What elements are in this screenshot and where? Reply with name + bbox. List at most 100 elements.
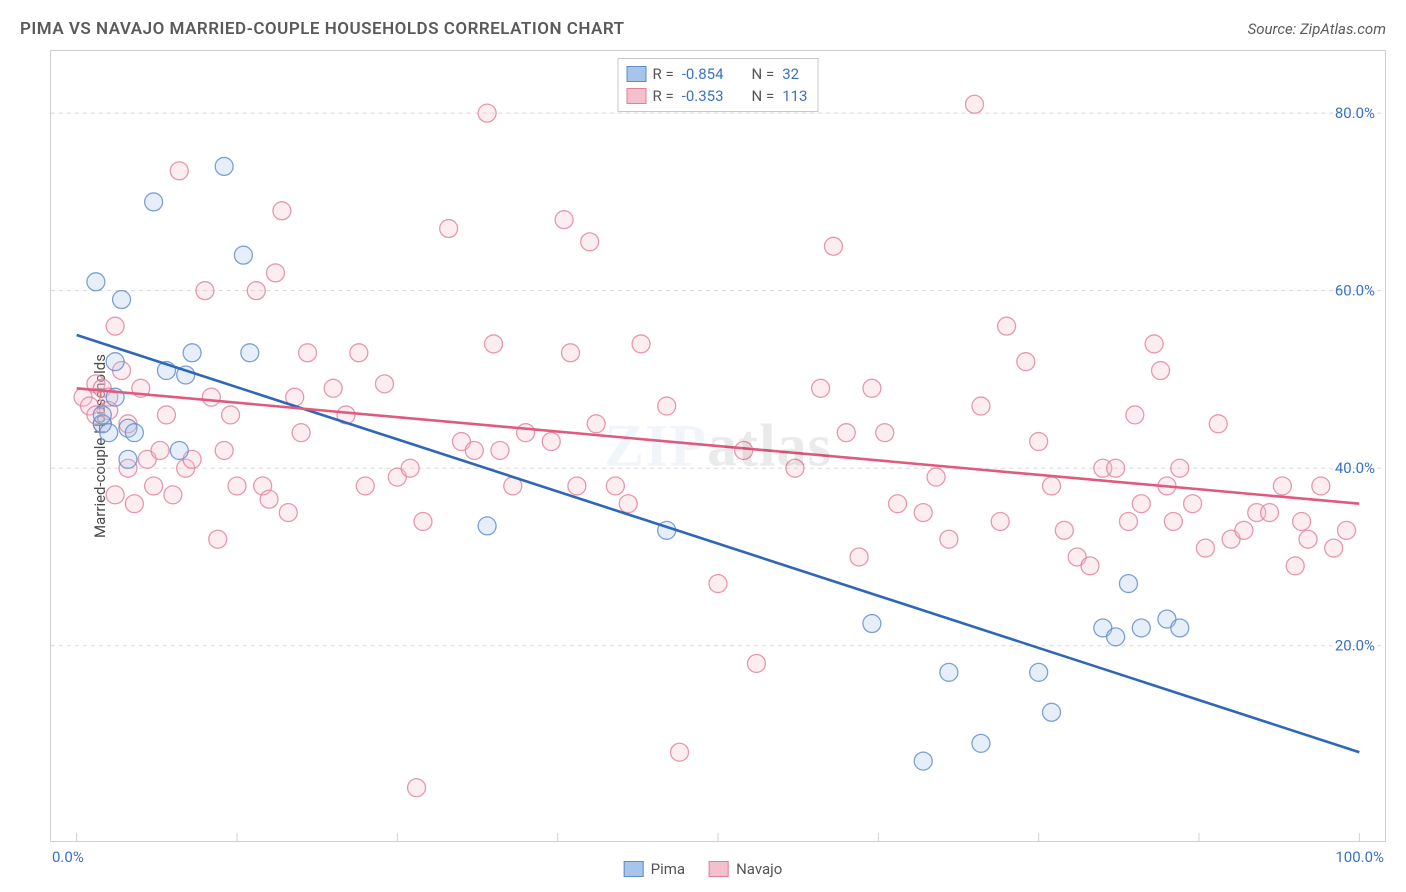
- scatter-point: [234, 246, 252, 264]
- scatter-point: [632, 335, 650, 353]
- scatter-point: [1171, 619, 1189, 637]
- scatter-point: [1152, 362, 1170, 380]
- scatter-point: [1132, 495, 1150, 513]
- scatter-point: [1017, 353, 1035, 371]
- stat-r-value: -0.854: [680, 63, 726, 85]
- scatter-point: [1325, 539, 1343, 557]
- scatter-point: [87, 273, 105, 291]
- stat-n-label: N =: [752, 85, 775, 107]
- scatter-point: [1030, 433, 1048, 451]
- stats-row: R =-0.353N =113: [627, 85, 810, 107]
- scatter-point: [1145, 335, 1163, 353]
- legend-label: Navajo: [736, 860, 782, 878]
- scatter-point: [966, 95, 984, 113]
- scatter-point: [106, 317, 124, 335]
- x-axis-min-label: 0.0%: [52, 848, 84, 866]
- scatter-point: [1081, 557, 1099, 575]
- scatter-point: [356, 477, 374, 495]
- series-swatch: [627, 88, 647, 104]
- y-tick-label: 20.0%: [1335, 637, 1375, 655]
- stat-r-label: R =: [653, 85, 674, 107]
- scatter-point: [215, 157, 233, 175]
- scatter-point: [414, 512, 432, 530]
- scatter-point: [151, 441, 169, 459]
- scatter-point: [100, 424, 118, 442]
- scatter-point: [927, 468, 945, 486]
- scatter-point: [709, 575, 727, 593]
- source-label: Source: ZipAtlas.com: [1248, 20, 1386, 38]
- scatter-point: [914, 752, 932, 770]
- trend-line: [77, 335, 1360, 752]
- scatter-point: [113, 291, 131, 309]
- scatter-point: [106, 353, 124, 371]
- scatter-point: [606, 477, 624, 495]
- scatter-point: [170, 162, 188, 180]
- scatter-point: [485, 335, 503, 353]
- scatter-point: [1235, 521, 1253, 539]
- scatter-point: [581, 233, 599, 251]
- scatter-point: [671, 743, 689, 761]
- y-tick-label: 80.0%: [1335, 104, 1375, 122]
- scatter-point: [222, 406, 240, 424]
- scatter-point: [478, 104, 496, 122]
- stat-n-label: N =: [752, 63, 775, 85]
- chart-title: PIMA VS NAVAJO MARRIED-COUPLE HOUSEHOLDS…: [20, 19, 625, 39]
- scatter-point: [517, 424, 535, 442]
- scatter-point: [863, 615, 881, 633]
- scatter-point: [1312, 477, 1330, 495]
- scatter-point: [145, 477, 163, 495]
- legend-item: Navajo: [709, 860, 782, 878]
- scatter-point: [562, 344, 580, 362]
- scatter-point: [292, 424, 310, 442]
- scatter-point: [991, 512, 1009, 530]
- scatter-point: [542, 433, 560, 451]
- scatter-point: [125, 424, 143, 442]
- scatter-point: [247, 282, 265, 300]
- scatter-point: [164, 486, 182, 504]
- scatter-point: [972, 397, 990, 415]
- scatter-point: [1338, 521, 1356, 539]
- scatter-point: [889, 495, 907, 513]
- scatter-point: [1209, 415, 1227, 433]
- legend-swatch: [624, 861, 644, 877]
- scatter-point: [568, 477, 586, 495]
- scatter-point: [998, 317, 1016, 335]
- stat-n-value: 113: [780, 85, 809, 107]
- legend: Pima Navajo: [624, 860, 783, 878]
- scatter-point: [170, 441, 188, 459]
- scatter-point: [465, 441, 483, 459]
- scatter-point: [1286, 557, 1304, 575]
- scatter-point: [1107, 628, 1125, 646]
- scatter-point: [93, 406, 111, 424]
- scatter-point: [157, 406, 175, 424]
- scatter-point: [491, 441, 509, 459]
- y-tick-label: 60.0%: [1335, 282, 1375, 300]
- scatter-point: [876, 424, 894, 442]
- scatter-point: [863, 379, 881, 397]
- scatter-point: [1043, 477, 1061, 495]
- x-axis-max-label: 100.0%: [1335, 848, 1384, 866]
- scatter-point: [119, 450, 137, 468]
- scatter-point: [1273, 477, 1291, 495]
- scatter-point: [587, 415, 605, 433]
- correlation-stats-box: R = -0.854 N =32R =-0.353N =113: [618, 58, 819, 112]
- scatter-point: [279, 504, 297, 522]
- scatter-point: [478, 517, 496, 535]
- scatter-point: [972, 734, 990, 752]
- scatter-point: [145, 193, 163, 211]
- scatter-point: [1043, 703, 1061, 721]
- stat-n-value: 32: [780, 63, 801, 85]
- legend-swatch: [709, 861, 729, 877]
- scatter-point: [228, 477, 246, 495]
- scatter-point: [202, 388, 220, 406]
- scatter-point: [940, 530, 958, 548]
- legend-label: Pima: [651, 860, 685, 878]
- scatter-point: [183, 344, 201, 362]
- scatter-point: [1119, 575, 1137, 593]
- scatter-point: [209, 530, 227, 548]
- scatter-point: [1164, 512, 1182, 530]
- scatter-point: [125, 495, 143, 513]
- scatter-point: [1132, 619, 1150, 637]
- scatter-point: [658, 397, 676, 415]
- scatter-point: [1184, 495, 1202, 513]
